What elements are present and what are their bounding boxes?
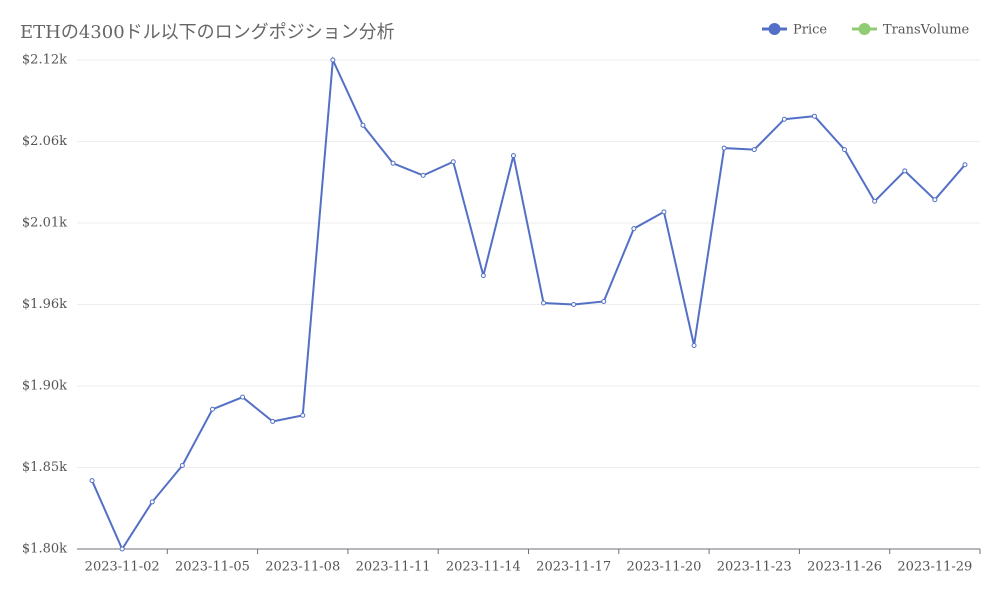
series-line: [91, 56, 966, 552]
point: [541, 300, 547, 306]
point: [781, 116, 787, 122]
point: [962, 162, 968, 168]
chart-title: ETHの4300ドル以下のロングポジション分析: [20, 22, 395, 43]
y-tick-label: $1.80k: [22, 542, 67, 557]
legend-label: TransVolume: [883, 23, 970, 38]
point: [270, 418, 276, 424]
point: [360, 122, 366, 128]
y-tick-label: $1.96k: [22, 297, 67, 312]
point: [149, 499, 155, 505]
point: [209, 406, 215, 412]
x-tick-label: 2023-11-20: [626, 560, 701, 575]
x-tick-label: 2023-11-14: [446, 560, 521, 575]
point: [420, 172, 426, 178]
x-tick-label: 2023-11-23: [717, 560, 792, 575]
x-tick-label: 2023-11-26: [807, 560, 882, 575]
legend-label: Price: [793, 23, 827, 38]
y-tick-label: $2.01k: [22, 215, 67, 230]
point: [842, 147, 848, 153]
point: [932, 197, 938, 203]
point: [480, 273, 486, 279]
point: [811, 113, 817, 119]
point: [631, 226, 637, 232]
x-tick-label: 2023-11-05: [175, 560, 250, 575]
x-tick-label: 2023-11-02: [85, 560, 160, 575]
point: [89, 478, 95, 484]
point: [661, 209, 667, 215]
point: [450, 159, 456, 165]
point: [300, 412, 306, 418]
point: [902, 168, 908, 174]
point: [240, 394, 246, 400]
y-tick-label: $1.85k: [22, 460, 67, 475]
point: [721, 145, 727, 151]
y-tick-label: $2.12k: [22, 53, 67, 68]
point: [179, 462, 185, 468]
point: [119, 546, 125, 552]
point: [571, 302, 577, 307]
point: [330, 57, 336, 63]
point: [601, 298, 607, 304]
x-tick-label: 2023-11-29: [897, 560, 972, 575]
point: [691, 343, 697, 349]
x-tick-label: 2023-11-11: [356, 560, 431, 575]
point: [872, 198, 878, 204]
legend-swatch-dot: [858, 23, 871, 35]
y-tick-label: $2.06k: [22, 134, 67, 149]
x-tick-label: 2023-11-08: [265, 560, 340, 575]
point: [751, 147, 757, 153]
point: [510, 153, 516, 159]
x-tick-label: 2023-11-17: [536, 560, 611, 575]
y-tick-label: $1.90k: [22, 379, 67, 394]
legend-swatch-dot: [768, 23, 781, 35]
point: [390, 160, 396, 166]
